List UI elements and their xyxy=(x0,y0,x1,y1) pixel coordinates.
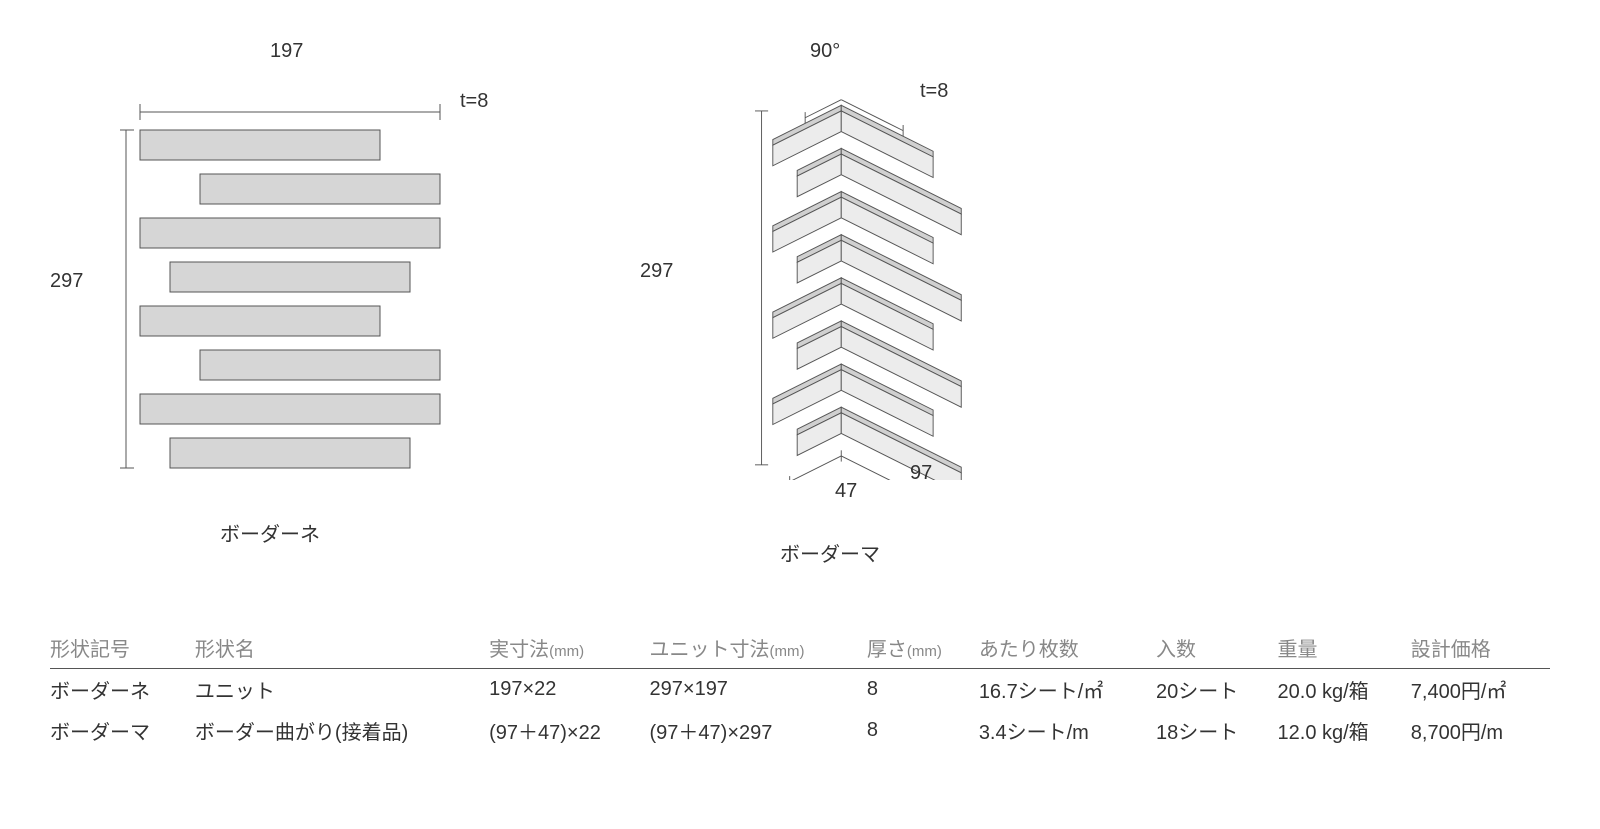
table-cell: 297×197 xyxy=(650,669,867,711)
table-cell: ボーダーネ xyxy=(50,669,195,711)
table-header: 形状名 xyxy=(195,627,489,669)
diagram-b-svg xyxy=(710,70,1010,480)
diagram-a: 197 297 t=8 ボーダーネ xyxy=(50,40,520,547)
dim-width-label: 197 xyxy=(270,40,303,63)
table-cell: (97＋47)×297 xyxy=(650,710,867,751)
table-header: 入数 xyxy=(1156,627,1278,669)
table-header: あたり枚数 xyxy=(979,627,1156,669)
table-header: 設計価格 xyxy=(1411,627,1550,669)
table-cell: 3.4シート/m xyxy=(979,710,1156,751)
table-cell: 18シート xyxy=(1156,710,1278,751)
table-row: ボーダーマボーダー曲がり(接着品)(97＋47)×22(97＋47)×29783… xyxy=(50,710,1550,751)
dim-thickness-label: t=8 xyxy=(460,90,488,113)
table-header-row: 形状記号形状名実寸法(mm)ユニット寸法(mm)厚さ(mm)あたり枚数入数重量設… xyxy=(50,627,1550,669)
dim-thickness-label-b: t=8 xyxy=(920,80,948,103)
table-header: 重量 xyxy=(1278,627,1411,669)
table-cell: 8,700円/m xyxy=(1411,710,1550,751)
dim-height-label-b: 297 xyxy=(640,260,673,283)
table-cell: 12.0 kg/箱 xyxy=(1278,710,1411,751)
table-cell: 8 xyxy=(867,669,979,711)
table-cell: ボーダーマ xyxy=(50,710,195,751)
dim-right-label: 97 xyxy=(910,462,932,485)
table-header: 実寸法(mm) xyxy=(489,627,649,669)
dim-left-label: 47 xyxy=(835,480,857,503)
table-header: 厚さ(mm) xyxy=(867,627,979,669)
dim-height-label: 297 xyxy=(50,270,83,293)
diagram-a-caption: ボーダーネ xyxy=(120,518,420,547)
table-cell: ボーダー曲がり(接着品) xyxy=(195,710,489,751)
table-cell: 16.7シート/㎡ xyxy=(979,669,1156,711)
dim-angle-label: 90° xyxy=(810,40,840,63)
table-header: 形状記号 xyxy=(50,627,195,669)
diagrams-row: 197 297 t=8 ボーダーネ 90° t=8 297 47 97 ボーダー… xyxy=(50,40,1550,567)
table-cell: 20シート xyxy=(1156,669,1278,711)
table-cell: 8 xyxy=(867,710,979,751)
table-cell: ユニット xyxy=(195,669,489,711)
diagram-a-svg xyxy=(120,90,520,500)
table-cell: (97＋47)×22 xyxy=(489,710,649,751)
diagram-b: 90° t=8 297 47 97 ボーダーマ xyxy=(640,40,1010,567)
diagram-b-caption: ボーダーマ xyxy=(710,538,950,567)
table-cell: 20.0 kg/箱 xyxy=(1278,669,1411,711)
table-header: ユニット寸法(mm) xyxy=(650,627,867,669)
spec-table: 形状記号形状名実寸法(mm)ユニット寸法(mm)厚さ(mm)あたり枚数入数重量設… xyxy=(50,627,1550,751)
table-cell: 197×22 xyxy=(489,669,649,711)
table-row: ボーダーネユニット197×22297×197816.7シート/㎡20シート20.… xyxy=(50,669,1550,711)
table-cell: 7,400円/㎡ xyxy=(1411,669,1550,711)
